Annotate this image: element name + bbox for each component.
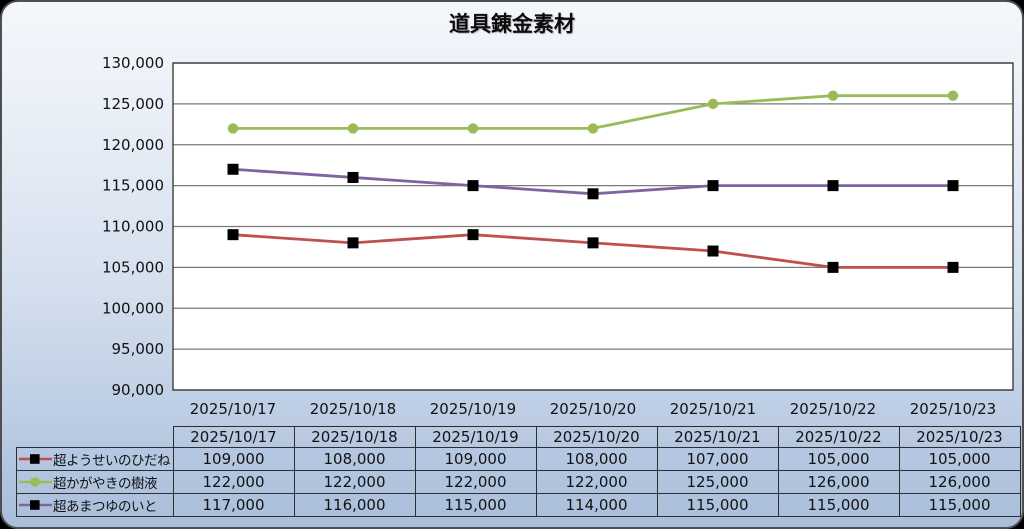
legend-label: 超ようせいのひだね [53, 453, 171, 469]
legend-label: 超あまつゆのいと [53, 499, 158, 515]
table-value-cell: 109,000 [414, 447, 537, 471]
table-value-cell: 115,000 [656, 493, 779, 517]
table-value-cell: 117,000 [172, 493, 295, 517]
y-axis-tick-label: 130,000 [102, 54, 164, 72]
data-point-marker [947, 180, 959, 192]
x-axis-tick-label: 2025/10/20 [550, 400, 636, 418]
legend-cell: 超あまつゆのいと [16, 493, 174, 517]
legend-line-square-marker-icon [19, 454, 52, 464]
table-header-row: 2025/10/17 2025/10/18 2025/10/19 2025/10/20… [17, 426, 1021, 448]
table-value-cell: 108,000 [535, 447, 658, 471]
table-row: 超かがやきの樹液 122,000 122,000 122,000 122,000 125,… [16, 470, 1021, 494]
data-point-marker [347, 123, 359, 134]
data-point-marker [227, 123, 239, 134]
y-axis-tick-label: 95,000 [112, 340, 165, 358]
y-axis-tick-label: 100,000 [102, 299, 164, 317]
y-axis-tick-label: 120,000 [102, 136, 164, 154]
x-axis-tick-label: 2025/10/23 [910, 400, 996, 418]
table-date-header: 2025/10/20 [535, 426, 658, 448]
table-value-cell: 115,000 [898, 493, 1021, 517]
data-point-marker [707, 180, 719, 192]
data-point-marker [707, 98, 719, 110]
table-value-cell: 116,000 [293, 493, 416, 517]
table-value-cell: 109,000 [172, 447, 295, 471]
legend-entry: 超かがやきの樹液 [17, 472, 172, 492]
table-corner-cell [17, 427, 174, 448]
table-date-header: 2025/10/23 [898, 426, 1021, 448]
data-point-marker [827, 261, 839, 273]
y-axis-tick-label: 110,000 [102, 218, 164, 236]
legend-cell: 超かがやきの樹液 [16, 470, 174, 494]
table-value-cell: 114,000 [535, 493, 658, 517]
table-value-cell: 122,000 [414, 470, 537, 494]
y-axis-tick-label: 115,000 [102, 177, 164, 195]
table-row: 超あまつゆのいと 117,000 116,000 115,000 114,000 115,… [16, 493, 1021, 517]
data-point-marker [587, 123, 599, 134]
y-axis-tick-label: 105,000 [102, 258, 164, 276]
table-date-header: 2025/10/19 [414, 426, 537, 448]
x-axis-tick-label: 2025/10/17 [190, 400, 276, 418]
table-value-cell: 108,000 [293, 447, 416, 471]
legend-line-circle-marker-icon [19, 477, 52, 487]
table-value-cell: 115,000 [414, 493, 537, 517]
data-point-marker [827, 180, 839, 192]
data-point-marker [347, 171, 359, 183]
y-axis-tick-label: 90,000 [112, 381, 165, 399]
table-value-cell: 122,000 [535, 470, 658, 494]
table-date-header: 2025/10/17 [172, 426, 295, 448]
table-value-cell: 125,000 [656, 470, 779, 494]
data-table: 2025/10/17 2025/10/18 2025/10/19 2025/10/20… [16, 426, 1021, 517]
table-date-header: 2025/10/18 [293, 426, 416, 448]
data-point-marker [227, 229, 239, 241]
table-row: 超ようせいのひだね 109,000 108,000 109,000 108,000 107… [16, 447, 1021, 471]
table-value-cell: 105,000 [898, 447, 1021, 471]
data-point-marker [467, 180, 479, 192]
data-point-marker [347, 237, 359, 249]
data-point-marker [467, 229, 479, 241]
table-date-header: 2025/10/22 [777, 426, 900, 448]
data-point-marker [587, 188, 599, 200]
table-value-cell: 126,000 [898, 470, 1021, 494]
data-point-marker [947, 261, 959, 273]
data-point-marker [827, 90, 839, 101]
data-point-marker [227, 163, 239, 175]
y-axis-tick-label: 125,000 [102, 95, 164, 113]
table-value-cell: 126,000 [777, 470, 900, 494]
legend-line-square-marker-icon [19, 500, 52, 510]
table-value-cell: 122,000 [293, 470, 416, 494]
chart-title: 道具錬金素材 [449, 12, 575, 36]
table-value-cell: 105,000 [777, 447, 900, 471]
data-point-marker [587, 237, 599, 249]
data-point-marker [947, 90, 959, 101]
plot-border [172, 62, 1014, 391]
x-axis-tick-label: 2025/10/18 [310, 400, 396, 418]
x-axis-tick-label: 2025/10/19 [430, 400, 516, 418]
x-axis-tick-label: 2025/10/21 [670, 400, 756, 418]
table-value-cell: 115,000 [777, 493, 900, 517]
legend-entry: 超ようせいのひだね [17, 449, 172, 469]
x-axis-tick-label: 2025/10/22 [790, 400, 876, 418]
table-value-cell: 122,000 [172, 470, 295, 494]
legend-label: 超かがやきの樹液 [53, 476, 158, 492]
data-point-marker [707, 245, 719, 257]
legend-entry: 超あまつゆのいと [17, 495, 172, 515]
legend-cell: 超ようせいのひだね [16, 447, 174, 471]
table-date-header: 2025/10/21 [656, 426, 779, 448]
table-value-cell: 107,000 [656, 447, 779, 471]
data-point-marker [467, 123, 479, 134]
